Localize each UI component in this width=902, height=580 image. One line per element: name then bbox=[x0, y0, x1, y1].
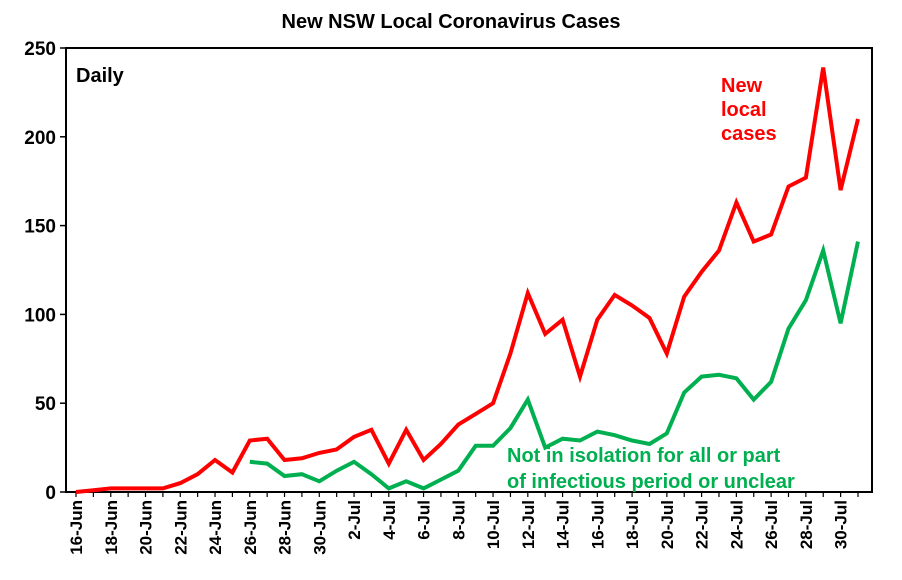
x-tick-label: 28-Jun bbox=[276, 500, 295, 555]
series-label-new-local-cases: local bbox=[721, 99, 767, 121]
y-tick-label: 0 bbox=[45, 483, 56, 504]
x-tick-label: 16-Jul bbox=[588, 500, 607, 549]
x-tick-label: 26-Jun bbox=[241, 500, 260, 555]
series-label-new-local-cases: New bbox=[721, 75, 763, 97]
series-label-not-in-isolation: of infectious period or unclear bbox=[507, 471, 795, 493]
series-label-not-in-isolation: Not in isolation for all or part bbox=[507, 445, 781, 467]
series-line-not-in-isolation bbox=[249, 241, 860, 491]
x-tick-label: 22-Jul bbox=[693, 500, 712, 549]
frequency-label: Daily bbox=[76, 65, 125, 87]
x-tick-label: 24-Jun bbox=[206, 500, 225, 555]
x-tick-label: 26-Jul bbox=[762, 500, 781, 549]
y-tick-label: 150 bbox=[24, 217, 56, 238]
y-tick-label: 100 bbox=[24, 305, 56, 326]
x-tick-label: 22-Jun bbox=[171, 500, 190, 555]
x-tick-label: 18-Jul bbox=[623, 500, 642, 549]
y-tick-label: 50 bbox=[35, 394, 56, 415]
series-layer bbox=[75, 67, 860, 494]
x-tick-label: 6-Jul bbox=[415, 500, 434, 540]
x-tick-label: 20-Jul bbox=[658, 500, 677, 549]
x-tick-label: 10-Jul bbox=[484, 500, 503, 549]
y-axis: 0 50 100 150 200 250 bbox=[24, 39, 66, 504]
y-tick-label: 200 bbox=[24, 128, 56, 149]
x-tick-label: 12-Jul bbox=[519, 500, 538, 549]
x-tick-label: 2-Jul bbox=[345, 500, 364, 540]
x-tick-label: 24-Jul bbox=[727, 500, 746, 549]
x-tick-label: 4-Jul bbox=[380, 500, 399, 540]
x-axis: 16-Jun 18-Jun 20-Jun 22-Jun 24-Jun 26-Jun 28-J… bbox=[67, 492, 859, 555]
x-tick-label: 30-Jul bbox=[832, 500, 851, 549]
x-tick-label: 20-Jun bbox=[137, 500, 156, 555]
series-line-new-local-cases bbox=[75, 67, 860, 494]
x-tick-label: 18-Jun bbox=[102, 500, 121, 555]
y-tick-label: 250 bbox=[24, 39, 56, 60]
chart-title: New NSW Local Coronavirus Cases bbox=[282, 11, 621, 33]
x-tick-label: 14-Jul bbox=[554, 500, 573, 549]
x-tick-label: 30-Jun bbox=[310, 500, 329, 555]
series-label-new-local-cases: cases bbox=[721, 123, 777, 145]
x-tick-label: 8-Jul bbox=[449, 500, 468, 540]
x-tick-label: 16-Jun bbox=[67, 500, 86, 555]
x-tick-label: 28-Jul bbox=[797, 500, 816, 549]
